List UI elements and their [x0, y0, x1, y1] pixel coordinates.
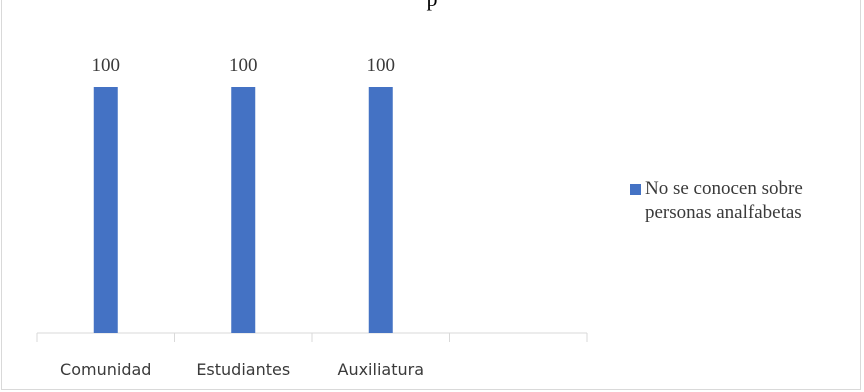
bar-auxiliatura	[368, 87, 393, 333]
legend: No se conocen sobre personas analfabetas	[630, 177, 855, 225]
data-label-estudiantes: 100	[229, 55, 258, 76]
x-tick-label-auxiliatura: Auxiliatura	[338, 360, 425, 379]
data-labels: 100 100 100	[92, 55, 396, 76]
legend-swatch	[630, 184, 641, 195]
legend-label: No se conocen sobre personas analfabetas	[645, 178, 803, 223]
chart-title-fragment: p	[0, 0, 864, 12]
data-label-auxiliatura: 100	[367, 55, 396, 76]
bar-estudiantes	[231, 87, 256, 333]
x-tick-label-estudiantes: Estudiantes	[196, 360, 290, 379]
x-axis	[36, 332, 588, 342]
x-tick-label-comunidad: Comunidad	[60, 360, 151, 379]
bars	[93, 87, 393, 333]
data-label-comunidad: 100	[92, 55, 121, 76]
x-tick-labels: Comunidad Estudiantes Auxiliatura	[60, 360, 424, 379]
bar-comunidad	[93, 87, 118, 333]
